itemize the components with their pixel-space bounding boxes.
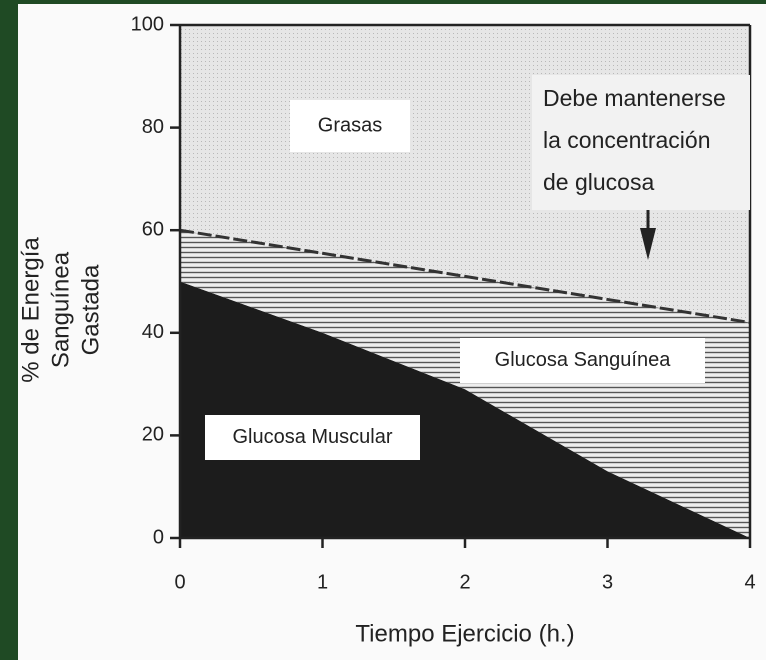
boundary-line bbox=[179, 228, 751, 325]
area bbox=[180, 281, 750, 538]
label-box bbox=[205, 415, 420, 460]
annotation: Debe mantenerse bbox=[543, 85, 726, 111]
y-axis-title: Gastada bbox=[77, 264, 104, 355]
series-label: Grasas bbox=[318, 114, 382, 136]
y-tick-label: 80 bbox=[142, 116, 164, 138]
y-tick-label: 100 bbox=[131, 13, 164, 35]
arrow-head bbox=[640, 228, 656, 260]
annotation: la concentración bbox=[543, 127, 711, 153]
y-axis-title: Sanguínea bbox=[47, 251, 74, 368]
series-label: Glucosa Muscular bbox=[232, 426, 392, 448]
x-axis-title: Tiempo Ejercicio (h.) bbox=[355, 620, 574, 647]
annotation: de glucosa bbox=[543, 169, 654, 195]
y-tick-label: 0 bbox=[153, 526, 164, 548]
x-tick-label: 3 bbox=[602, 571, 613, 593]
series-label: Glucosa Sanguínea bbox=[495, 349, 672, 371]
area bbox=[180, 230, 750, 538]
x-tick-label: 1 bbox=[317, 571, 328, 593]
x-tick-label: 0 bbox=[174, 571, 185, 593]
y-axis-title: % de Energía bbox=[17, 237, 44, 383]
label-box bbox=[460, 338, 705, 383]
x-tick-label: 4 bbox=[744, 571, 755, 593]
x-tick-label: 2 bbox=[459, 571, 470, 593]
annotation-box bbox=[532, 75, 750, 210]
y-tick-label: 20 bbox=[142, 424, 164, 446]
label-box bbox=[290, 100, 410, 152]
y-tick-label: 40 bbox=[142, 321, 164, 343]
y-tick-label: 60 bbox=[142, 218, 164, 240]
